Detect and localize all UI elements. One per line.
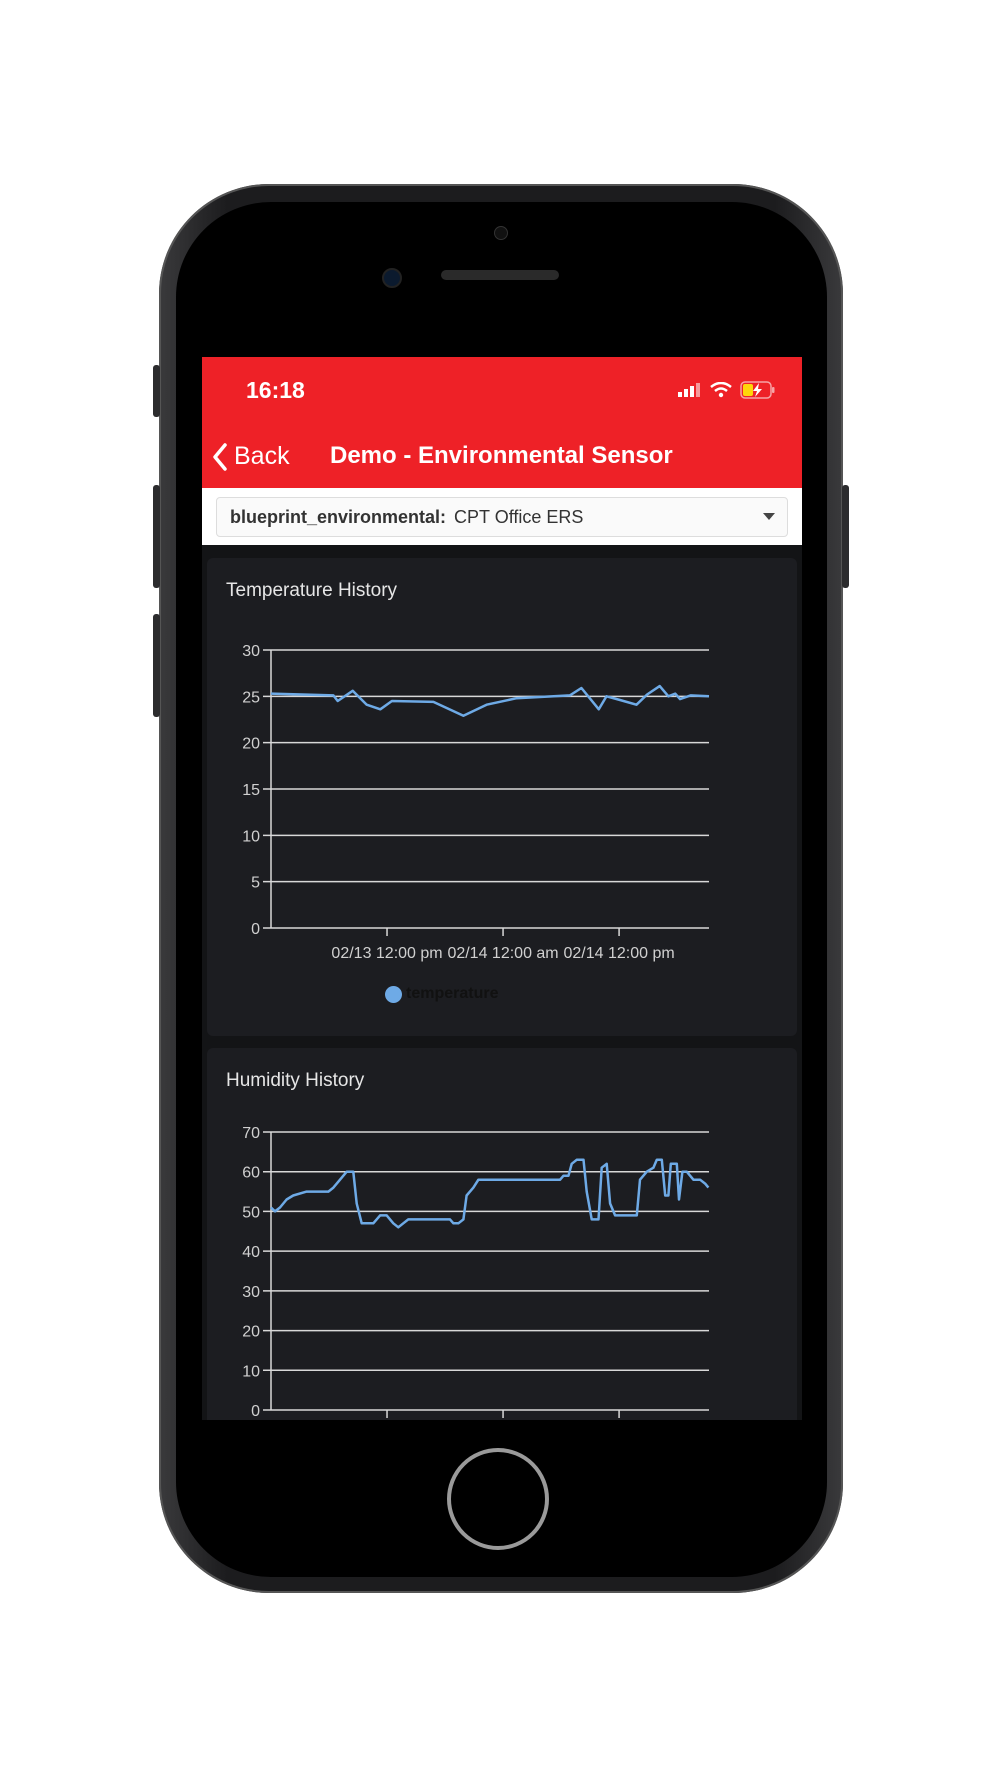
y-tick-label: 50 — [242, 1204, 260, 1221]
page-title: Demo - Environmental Sensor — [330, 442, 673, 469]
x-tick-label: 02/13 12:00 pm — [331, 945, 442, 962]
y-tick-label: 10 — [242, 828, 260, 845]
device-select-value: CPT Office ERS — [454, 506, 584, 527]
chevron-left-icon — [213, 442, 227, 471]
volume-up-button — [153, 485, 160, 588]
signal-icon — [678, 383, 700, 397]
sensor-icon — [494, 226, 508, 240]
power-button — [842, 485, 849, 588]
back-button[interactable]: Back — [212, 442, 290, 471]
temperature-series-line — [270, 684, 710, 718]
volume-down-button — [153, 614, 160, 717]
x-tick-label: 02/14 12:00 pm — [563, 945, 674, 962]
status-time: 16:18 — [246, 377, 305, 403]
mute-switch — [153, 365, 160, 417]
humidity-chart: 0 10 20 30 40 50 60 70 — [242, 1125, 710, 1420]
temperature-card: Temperature History — [207, 558, 797, 1036]
battery-charging-icon — [740, 381, 775, 399]
legend-swatch — [385, 985, 402, 1003]
y-tick-label: 0 — [251, 921, 260, 938]
device-select-bar: blueprint_environmental: CPT Office ERS — [202, 488, 802, 545]
y-tick-label: 30 — [242, 1284, 260, 1301]
y-tick-label: 10 — [242, 1363, 260, 1380]
humidity-card: Humidity History — [207, 1048, 797, 1420]
y-tick-label: 15 — [242, 782, 260, 799]
caret-down-icon — [763, 513, 775, 520]
front-camera-icon — [382, 268, 402, 288]
earpiece-speaker — [441, 270, 559, 280]
app-header: 16:18 Back Demo - Environmental Sensor — [202, 357, 802, 488]
y-tick-label: 20 — [242, 1324, 260, 1341]
temperature-legend[interactable]: temperature — [385, 985, 498, 1003]
home-button[interactable] — [447, 1448, 549, 1550]
wifi-icon — [710, 382, 732, 398]
y-tick-label: 25 — [242, 689, 260, 706]
y-tick-label: 30 — [242, 643, 260, 660]
y-tick-label: 0 — [251, 1403, 260, 1420]
back-label: Back — [234, 442, 290, 470]
humidity-series-line — [270, 1158, 710, 1229]
y-tick-label: 70 — [242, 1125, 260, 1142]
temperature-chart-title: Temperature History — [226, 580, 398, 601]
x-tick-label: 02/14 12:00 am — [447, 945, 558, 962]
y-tick-label: 40 — [242, 1244, 260, 1261]
status-icons — [678, 381, 776, 399]
y-tick-label: 60 — [242, 1165, 260, 1182]
device-select[interactable]: blueprint_environmental: CPT Office ERS — [216, 497, 788, 537]
temperature-chart: 0 5 10 15 20 25 30 02/13 12:00 pm 02/14 12:00 am… — [242, 643, 710, 962]
y-tick-label: 20 — [242, 736, 260, 753]
device-select-label: blueprint_environmental: — [230, 506, 447, 527]
humidity-chart-title: Humidity History — [226, 1070, 365, 1091]
y-tick-label: 5 — [251, 875, 260, 892]
legend-label: temperature — [406, 985, 499, 1002]
app-screen: 16:18 Back Demo - Environmental Sensor b… — [202, 357, 802, 1420]
